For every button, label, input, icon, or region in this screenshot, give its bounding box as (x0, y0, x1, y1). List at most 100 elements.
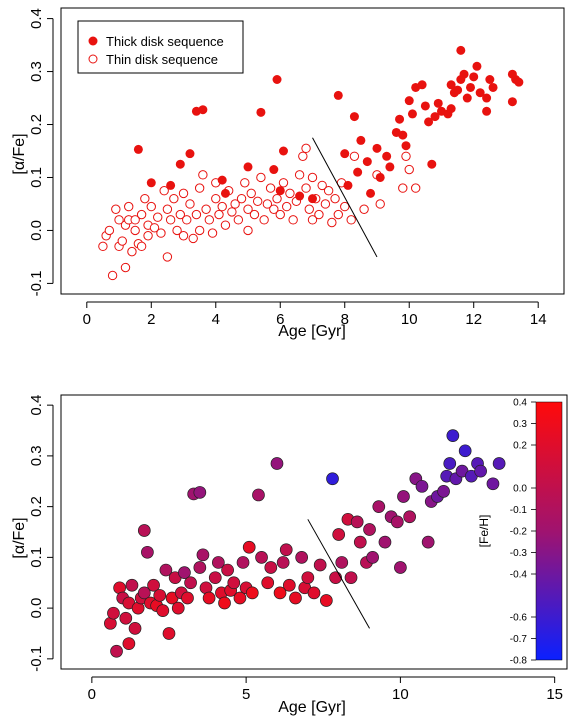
colorbar-tick-label: 0.2 (513, 441, 527, 452)
thin-disk-point (323, 186, 334, 196)
thick-disk-point (482, 106, 492, 116)
feh-point (193, 486, 207, 499)
thin-disk-point (252, 196, 263, 207)
thin-disk-point (404, 164, 414, 175)
feh-point (394, 561, 407, 574)
thick-disk-point (375, 172, 385, 182)
thin-disk-point (211, 193, 221, 204)
colorbar-tick-label: -0.1 (510, 505, 528, 516)
y-tick-label: 0.2 (28, 496, 45, 517)
feh-point (366, 551, 379, 564)
y-tick-label: 0.1 (28, 167, 45, 188)
thick-disk-point (404, 96, 414, 106)
thin-disk-point (236, 193, 247, 204)
bottom-y-axis-title: [α/Fe] (11, 517, 28, 558)
feh-point (270, 457, 284, 470)
thin-disk-point (175, 209, 186, 220)
feh-point (212, 556, 225, 569)
y-tick-label: 0.1 (28, 547, 45, 568)
colorbar-tick-label: -0.4 (510, 570, 528, 581)
x-tick-label: 14 (530, 311, 547, 328)
thin-disk-point (207, 228, 218, 238)
thick-disk-point (465, 82, 475, 92)
feh-point (125, 578, 139, 592)
thick-disk-point (401, 141, 411, 151)
feh-point (307, 586, 321, 600)
x-tick-label: 2 (147, 311, 155, 328)
thin-disk-point (265, 183, 276, 193)
thick-disk-point (349, 112, 359, 122)
thin-disk-point (269, 204, 279, 214)
y-tick-label: 0.2 (28, 114, 45, 135)
thin-disk-point (156, 228, 166, 238)
feh-point (178, 566, 191, 579)
thin-disk-point (204, 215, 215, 225)
feh-point (319, 594, 333, 607)
thick-disk-point (353, 167, 363, 177)
thin-disk-point (330, 193, 340, 204)
x-tick-label: 10 (401, 311, 418, 328)
feh-point (421, 535, 435, 549)
thick-disk-point (362, 157, 372, 167)
feh-point (159, 563, 173, 577)
x-tick-label: 6 (276, 311, 284, 328)
feh-point (208, 571, 222, 585)
thin-disk-point (165, 215, 176, 225)
bottom-divider-line (307, 519, 370, 629)
y-tick-label: 0.4 (28, 8, 45, 29)
feh-point (156, 604, 170, 617)
feh-point (181, 591, 194, 605)
feh-point (137, 524, 151, 537)
bottom-x-axis-title: Age [Gyr] (278, 699, 346, 716)
thin-disk-point (275, 209, 285, 220)
feh-point (273, 586, 287, 600)
colorbar-tick-label: 0.4 (513, 398, 527, 409)
thin-disk-point (314, 209, 324, 220)
feh-point (162, 627, 176, 640)
thick-disk-point (243, 162, 253, 172)
thin-disk-point (143, 231, 153, 241)
feh-point (128, 622, 142, 635)
feh-point (335, 556, 349, 569)
colorbar-label: [Fe/H] (477, 515, 491, 548)
x-tick-label: 10 (392, 686, 409, 703)
feh-point (437, 485, 450, 498)
thin-disk-point (130, 225, 140, 236)
top-chart: 0 2 4 6 8 10 12 14 -0.1 0.0 0.1 0.2 0.3 0.4 Thick di… (11, 7, 565, 340)
thick-disk-point (366, 188, 376, 198)
thick-disk-point (278, 146, 288, 156)
feh-point (289, 591, 302, 605)
feh-point (261, 576, 275, 590)
feh-point (390, 515, 404, 529)
thick-disk-point (295, 191, 305, 201)
x-tick-label: 0 (83, 311, 91, 328)
feh-point (141, 545, 154, 559)
top-x-ticks: 0 2 4 6 8 10 12 14 (83, 301, 547, 328)
colorbar-ticks: 0.4 0.3 0.2 0.0 -0.1 -0.2 -0.3 -0.4 -0.6 -0.7 -0.8 (510, 398, 536, 667)
thin-disk-point (285, 188, 295, 199)
colorbar-tick-label: -0.2 (510, 527, 528, 538)
thin-disk-point (272, 193, 282, 204)
top-legend: Thick disk sequence Thin disk sequence (77, 20, 244, 74)
colorbar-tick-label: 0.3 (513, 419, 527, 430)
top-y-ticks: -0.1 0.0 0.1 0.2 0.3 0.4 (28, 8, 54, 296)
thick-disk-point (382, 151, 392, 161)
feh-point (264, 561, 278, 574)
thin-disk-point (288, 215, 298, 225)
thin-disk-point (301, 183, 311, 193)
top-y-axis-title: [α/Fe] (11, 133, 28, 174)
thin-disk-point (327, 217, 337, 228)
thick-disk-point (407, 109, 417, 119)
feh-point (313, 558, 327, 572)
feh-point (171, 601, 185, 615)
thick-disk-point (269, 165, 279, 175)
y-tick-label: 0.3 (28, 61, 45, 82)
thin-disk-point (194, 225, 205, 236)
feh-point (282, 578, 296, 592)
thin-disk-point (98, 241, 108, 252)
colorbar-tick-label: -0.6 (510, 613, 528, 624)
thin-disk-point (359, 204, 369, 214)
thick-disk-point (220, 188, 230, 198)
feh-point (350, 515, 364, 529)
thin-disk-point (162, 252, 173, 262)
